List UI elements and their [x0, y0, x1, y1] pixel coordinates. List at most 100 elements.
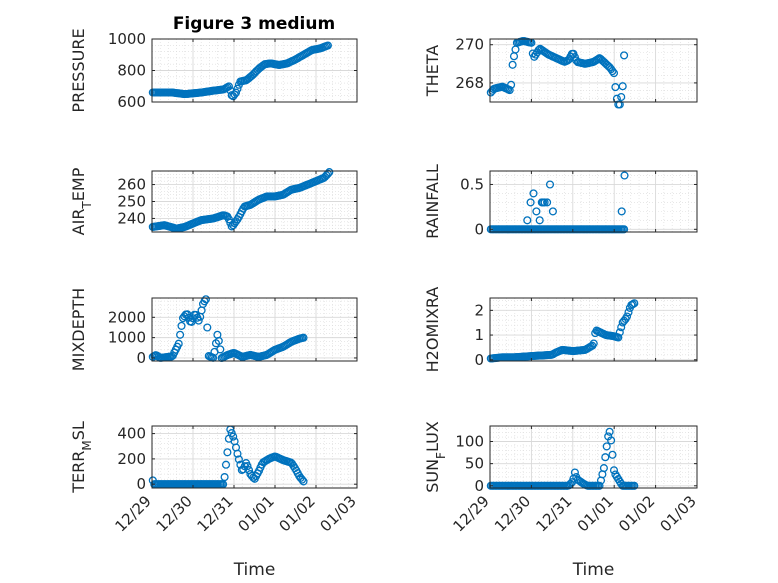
- data-point: [543, 198, 552, 207]
- y-axis-label: THETA: [423, 45, 442, 97]
- y-tick-label: 1000: [108, 30, 146, 48]
- data-point: [545, 180, 555, 189]
- data-point: [601, 453, 610, 462]
- y-axis-label: AIRTEMP: [69, 167, 94, 235]
- data-point: [216, 345, 225, 354]
- y-tick-label: 600: [117, 93, 146, 111]
- y-tick-label: 250: [117, 193, 146, 211]
- data-point: [299, 477, 308, 486]
- x-tick-label: 01/02: [276, 492, 319, 535]
- data-point: [243, 462, 252, 471]
- data-point: [323, 169, 332, 178]
- y-tick-label: 268: [455, 74, 484, 92]
- x-tick-label: 01/03: [317, 492, 360, 535]
- plot-area: [490, 39, 697, 102]
- y-tick-label: 50: [465, 455, 484, 473]
- data-point: [608, 450, 617, 459]
- data-point: [622, 312, 632, 321]
- data-point: [174, 339, 183, 348]
- data-point: [529, 189, 538, 198]
- data-point: [595, 481, 604, 490]
- x-tick-label: 12/30: [491, 492, 534, 535]
- data-point: [194, 316, 203, 325]
- y-tick-label: 260: [117, 176, 146, 194]
- data-point: [214, 336, 223, 345]
- data-point: [630, 299, 639, 308]
- data-point: [548, 207, 557, 216]
- data-point: [617, 323, 626, 332]
- figure-title: Figure 3 medium: [173, 14, 335, 34]
- y-tick-label: 200: [117, 450, 146, 468]
- data-point: [201, 295, 210, 304]
- y-tick-label: 0: [136, 349, 146, 367]
- x-tick-label: 01/02: [615, 492, 658, 535]
- axes-box: [151, 297, 358, 362]
- data-point: [618, 82, 627, 91]
- data-point: [526, 198, 535, 207]
- y-axis-label: H2OMIXRA: [423, 287, 442, 373]
- data-point: [224, 82, 233, 91]
- data-point: [299, 333, 308, 342]
- y-tick-label: 240: [117, 209, 146, 227]
- plot-area: [490, 171, 697, 232]
- x-tick-label: 12/29: [450, 492, 493, 535]
- axes-box: [489, 297, 698, 362]
- data-point: [233, 84, 242, 93]
- y-tick-label: 2: [474, 301, 484, 319]
- y-tick-label: 0: [474, 477, 484, 495]
- data-point: [523, 216, 532, 225]
- axes-box: [151, 425, 358, 489]
- subplot-mixdepth: 0 1000 2000 MIXDEPTH: [69, 288, 358, 371]
- data-point: [608, 67, 617, 76]
- data-point: [589, 339, 598, 348]
- data-point: [508, 60, 517, 69]
- data-point: [221, 460, 231, 469]
- y-tick-label: 270: [455, 36, 484, 54]
- subplot-pressure: 600 800 1000 PRESSURE: [69, 28, 358, 113]
- y-axis-label: TERRMSL: [69, 421, 94, 494]
- y-tick-label: 0: [136, 475, 146, 493]
- data-point: [535, 216, 544, 225]
- x-axis-label: Time: [233, 560, 276, 580]
- x-tick-label: 01/01: [574, 492, 617, 535]
- data-point: [615, 100, 624, 109]
- y-tick-label: 1: [474, 326, 484, 344]
- x-tick-label: 12/29: [112, 492, 155, 535]
- data-point: [609, 466, 619, 475]
- subplot-theta: 268 270 THETA: [423, 36, 698, 109]
- y-tick-label: 1000: [108, 329, 146, 347]
- data-point: [630, 481, 639, 490]
- data-point: [234, 455, 243, 464]
- y-tick-label: 100: [455, 433, 484, 451]
- data-point: [505, 86, 514, 95]
- data-point: [620, 171, 629, 180]
- y-axis-label: PRESSURE: [69, 28, 88, 112]
- plot-area: [490, 426, 697, 488]
- axes-box: [489, 425, 698, 489]
- data-point: [609, 69, 619, 78]
- data-point: [620, 51, 629, 60]
- subplot-h2omixra: 0 1 2 H2OMIXRA: [423, 287, 698, 373]
- y-tick-label: 0.5: [460, 175, 484, 193]
- y-axis-label: RAINFALL: [423, 164, 442, 239]
- data-point: [323, 41, 332, 50]
- data-point: [298, 475, 307, 484]
- data-point: [617, 207, 626, 216]
- data-point: [532, 207, 541, 216]
- y-tick-label: 400: [117, 425, 146, 443]
- y-tick-label: 0: [474, 351, 484, 369]
- data-point: [223, 448, 232, 457]
- data-point: [605, 427, 614, 436]
- data-point: [229, 432, 238, 441]
- data-point: [507, 80, 516, 89]
- data-point: [602, 442, 611, 451]
- data-point: [177, 321, 186, 330]
- data-point: [615, 328, 624, 337]
- data-point: [176, 330, 185, 339]
- data-point: [617, 92, 626, 102]
- data-point: [203, 323, 212, 332]
- data-point: [599, 464, 608, 473]
